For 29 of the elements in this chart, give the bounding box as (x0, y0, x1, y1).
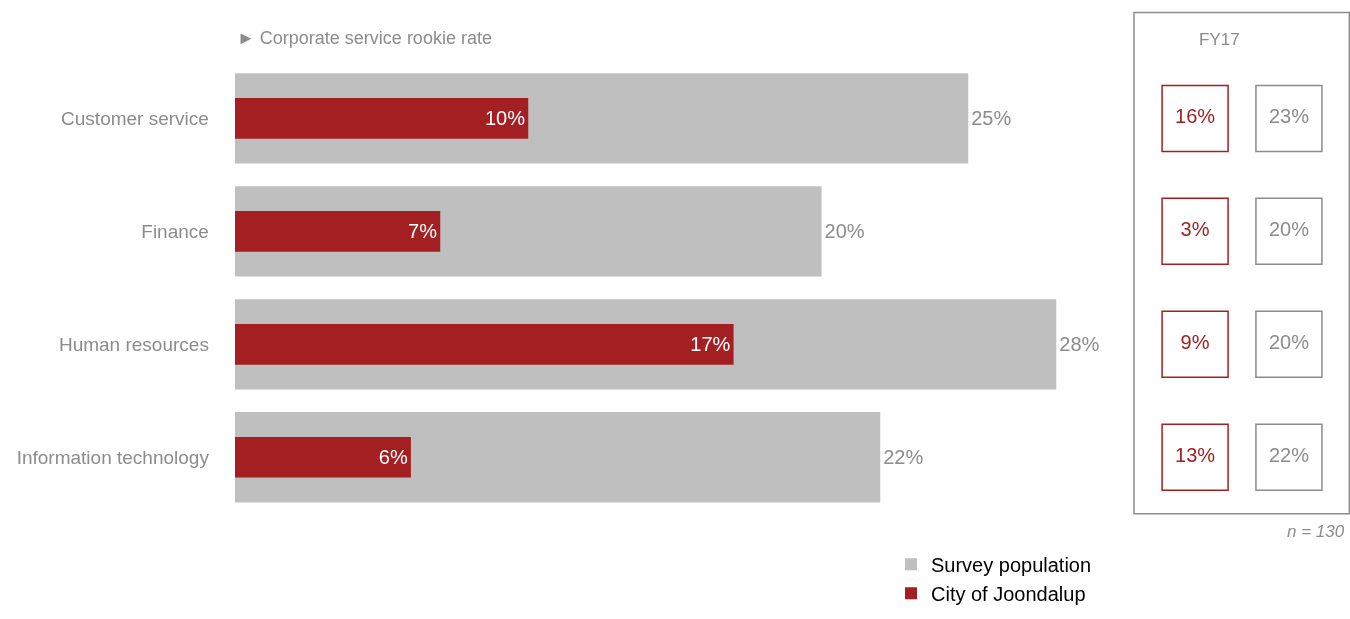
data-label: 20% (824, 220, 865, 243)
text: FY17 (1199, 30, 1240, 49)
bar (234, 323, 734, 365)
text: n = 130 (1287, 522, 1345, 541)
text: 23% (1268, 105, 1310, 128)
text: 13% (1175, 444, 1216, 467)
text: 20% (1268, 331, 1310, 354)
text: 9% (1180, 331, 1210, 354)
text: 16% (1175, 105, 1216, 128)
legend-label: Survey population (931, 554, 1092, 577)
bar (234, 436, 411, 478)
text: 22% (1268, 444, 1310, 467)
legend-label: City of Joondalup (931, 583, 1086, 606)
y-tick-label: Information technology (16, 446, 210, 468)
bar (234, 98, 529, 139)
data-label: 17% (690, 333, 731, 356)
data-label: 10% (484, 107, 526, 130)
y-tick-label: Customer service (61, 108, 209, 130)
data-label: 25% (971, 107, 1012, 130)
y-tick-label: Finance (141, 221, 209, 242)
y-tick-label: Human resources (58, 333, 209, 355)
text: 3% (1180, 218, 1210, 241)
data-label: 28% (1059, 333, 1100, 356)
data-label: 22% (883, 446, 924, 469)
text: 20% (1268, 218, 1310, 241)
chart-subtitle: ► Corporate service rookie rate (237, 28, 492, 48)
data-label: 6% (378, 446, 408, 469)
bar (234, 211, 441, 252)
data-label: 7% (408, 220, 438, 243)
